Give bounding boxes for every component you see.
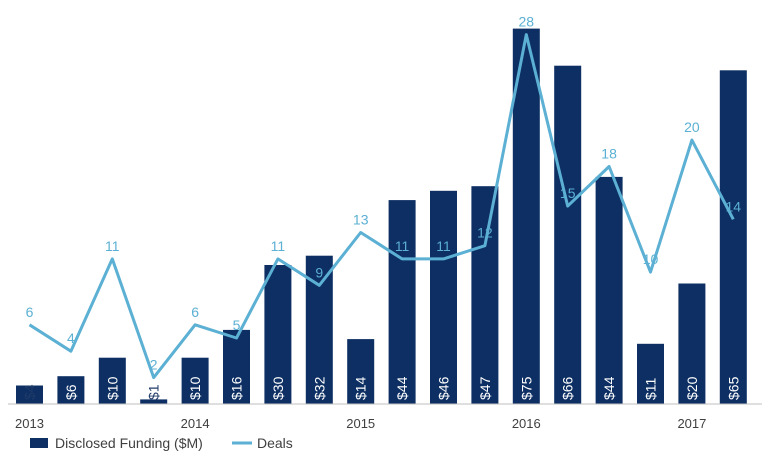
deal-value-label: 18 [601,146,617,162]
funding-bar-label: $66 [560,376,576,400]
funding-bar-label: $1 [146,384,162,400]
x-axis-year-label: 2015 [346,416,375,431]
funding-bar-label: $65 [725,376,741,400]
legend-funding-swatch [30,438,48,448]
funding-bar [554,65,582,404]
deal-value-label: 28 [519,14,535,30]
deal-value-label: 13 [353,212,369,228]
deals-line-group [28,33,735,380]
funding-bar-label: $11 [643,377,659,400]
funding-bar [16,385,43,404]
funding-bar [471,186,499,404]
x-axis-year-label: 2016 [512,416,541,431]
funding-bar-label: $75 [518,376,534,400]
deal-value-label: 6 [26,304,34,320]
funding-bar-label: $30 [270,376,286,400]
deal-value-labels: 6 4 11 2 6 5 11 9 13 11 11 12 28 15 18 10 20 14 [26,14,742,373]
funding-bar [388,200,416,404]
chart-legend: Disclosed Funding ($M) Deals [30,435,293,451]
funding-bar [430,190,457,404]
funding-bar-label: $32 [311,376,327,400]
deal-value-label: 6 [191,304,199,320]
deal-value-label: 20 [684,119,700,135]
funding-bar [98,357,126,404]
deal-value-label: 14 [726,198,742,214]
deal-value-label: 5 [233,317,241,333]
x-axis-year-label: 2017 [677,416,706,431]
x-axis-year-labels: 2013 2014 2015 2016 2017 [15,416,706,431]
deal-value-label: 10 [643,251,659,267]
funding-bar [512,28,540,404]
funding-bar [678,283,706,404]
funding-bar-label: $47 [477,376,493,400]
deal-value-label: 11 [105,238,120,254]
deal-value-label: 4 [67,330,75,346]
funding-bar-label: $16 [229,376,245,400]
funding-bar-label: $44 [394,376,410,400]
funding-bar [264,265,292,404]
x-axis-year-label: 2013 [15,416,44,431]
funding-bar [223,329,250,404]
funding-bar [637,343,664,404]
funding-bar-label: $6 [63,384,79,400]
funding-bar [595,176,623,404]
funding-bar-label: $46 [436,376,452,400]
funding-bar-label: $14 [353,376,369,400]
funding-bar [719,70,747,405]
funding-bar [347,339,375,404]
funding-bar-label: $44 [601,376,617,400]
deal-value-label: 9 [315,264,323,280]
funding-bar-label: $4 [22,384,38,400]
deal-value-label: 12 [477,225,493,241]
deal-value-label: 11 [395,238,410,254]
deal-value-label: 15 [560,185,576,201]
legend-deals-label: Deals [257,435,293,451]
x-axis-year-label: 2014 [181,416,210,431]
legend-funding-label: Disclosed Funding ($M) [55,435,203,451]
funding-bar [181,357,209,404]
funding-bar-label: $10 [104,376,120,400]
funding-bar [140,399,168,404]
deals-line [28,33,735,380]
funding-bar-label: $20 [684,376,700,400]
funding-bar [57,376,85,404]
funding-bar-labels: $4 $6 $10 $1 $10 $16 $30 $32 $14 $44 $46 $47 $75 $66 $… [22,376,742,400]
funding-bars [16,28,747,405]
deal-value-label: 11 [436,238,451,254]
funding-bar-label: $10 [187,376,203,400]
deal-value-label: 2 [150,357,158,373]
deal-value-label: 11 [271,238,286,254]
